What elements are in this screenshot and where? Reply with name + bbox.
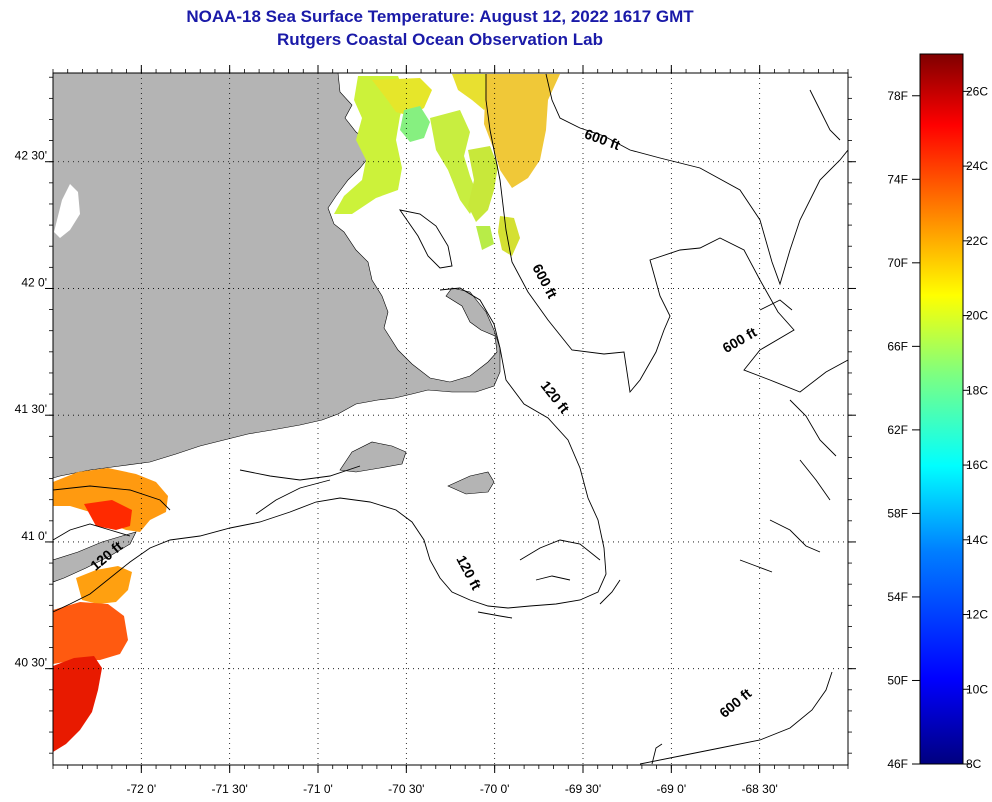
sst-patch-south-shelf [53, 468, 168, 752]
bathymetry-contours [53, 73, 848, 765]
x-tick-label: -71 0' [303, 782, 333, 796]
colorbar-c-label: 20C [966, 309, 988, 323]
colorbar-f-label: 66F [887, 339, 908, 353]
y-tick-label: 42 30' [15, 149, 47, 163]
colorbar-f-label: 58F [887, 506, 908, 520]
colorbar-c-label: 22C [966, 234, 988, 248]
x-tick-label: -69 0' [657, 782, 687, 796]
chart-title: NOAA-18 Sea Surface Temperature: August … [186, 7, 694, 26]
chart-subtitle: Rutgers Coastal Ocean Observation Lab [277, 30, 603, 49]
frame-ticks [45, 65, 856, 773]
colorbar-f-label: 70F [887, 256, 908, 270]
colorbar-celsius-labels: 26C 24C 22C 20C 18C 16C 14C 12C 10C 8C [963, 84, 988, 771]
x-tick-labels: -72 0' -71 30' -71 0' -70 30' -70 0' -69 30' -… [127, 782, 778, 796]
colorbar [919, 53, 964, 765]
y-tick-label: 42 0' [21, 275, 47, 289]
x-tick-label: -71 30' [212, 782, 248, 796]
x-tick-label: -70 0' [480, 782, 510, 796]
cloud-mask [54, 184, 80, 238]
x-tick-label: -72 0' [127, 782, 157, 796]
colorbar-f-label: 50F [887, 673, 908, 687]
colorbar-c-label: 8C [966, 757, 982, 771]
colorbar-f-label: 62F [887, 423, 908, 437]
colorbar-f-label: 74F [887, 172, 908, 186]
x-tick-label: -70 30' [388, 782, 424, 796]
lat-lon-grid [53, 73, 848, 765]
land-long-island [53, 531, 137, 583]
y-tick-label: 41 0' [21, 529, 47, 543]
x-tick-label: -69 30' [565, 782, 601, 796]
colorbar-fahrenheit-labels: 78F 74F 70F 66F 62F 58F 54F 50F 46F [887, 89, 920, 771]
colorbar-c-label: 10C [966, 682, 988, 696]
colorbar-f-label: 78F [887, 89, 908, 103]
land-new-england [53, 73, 501, 479]
colorbar-c-label: 26C [966, 84, 988, 98]
land-nantucket [447, 471, 495, 495]
y-tick-label: 41 30' [15, 402, 47, 416]
colorbar-f-label: 46F [887, 757, 908, 771]
y-tick-label: 40 30' [15, 656, 47, 670]
land-marthas-vineyard [339, 441, 407, 473]
colorbar-c-label: 14C [966, 533, 988, 547]
colorbar-c-label: 16C [966, 458, 988, 472]
x-tick-label: -68 30' [742, 782, 778, 796]
y-tick-labels: 42 30' 42 0' 41 30' 41 0' 40 30' [15, 149, 47, 670]
colorbar-c-label: 18C [966, 383, 988, 397]
colorbar-c-label: 24C [966, 159, 988, 173]
colorbar-f-label: 54F [887, 590, 908, 604]
colorbar-c-label: 12C [966, 608, 988, 622]
sst-patch-gulf-of-maine [334, 74, 560, 256]
